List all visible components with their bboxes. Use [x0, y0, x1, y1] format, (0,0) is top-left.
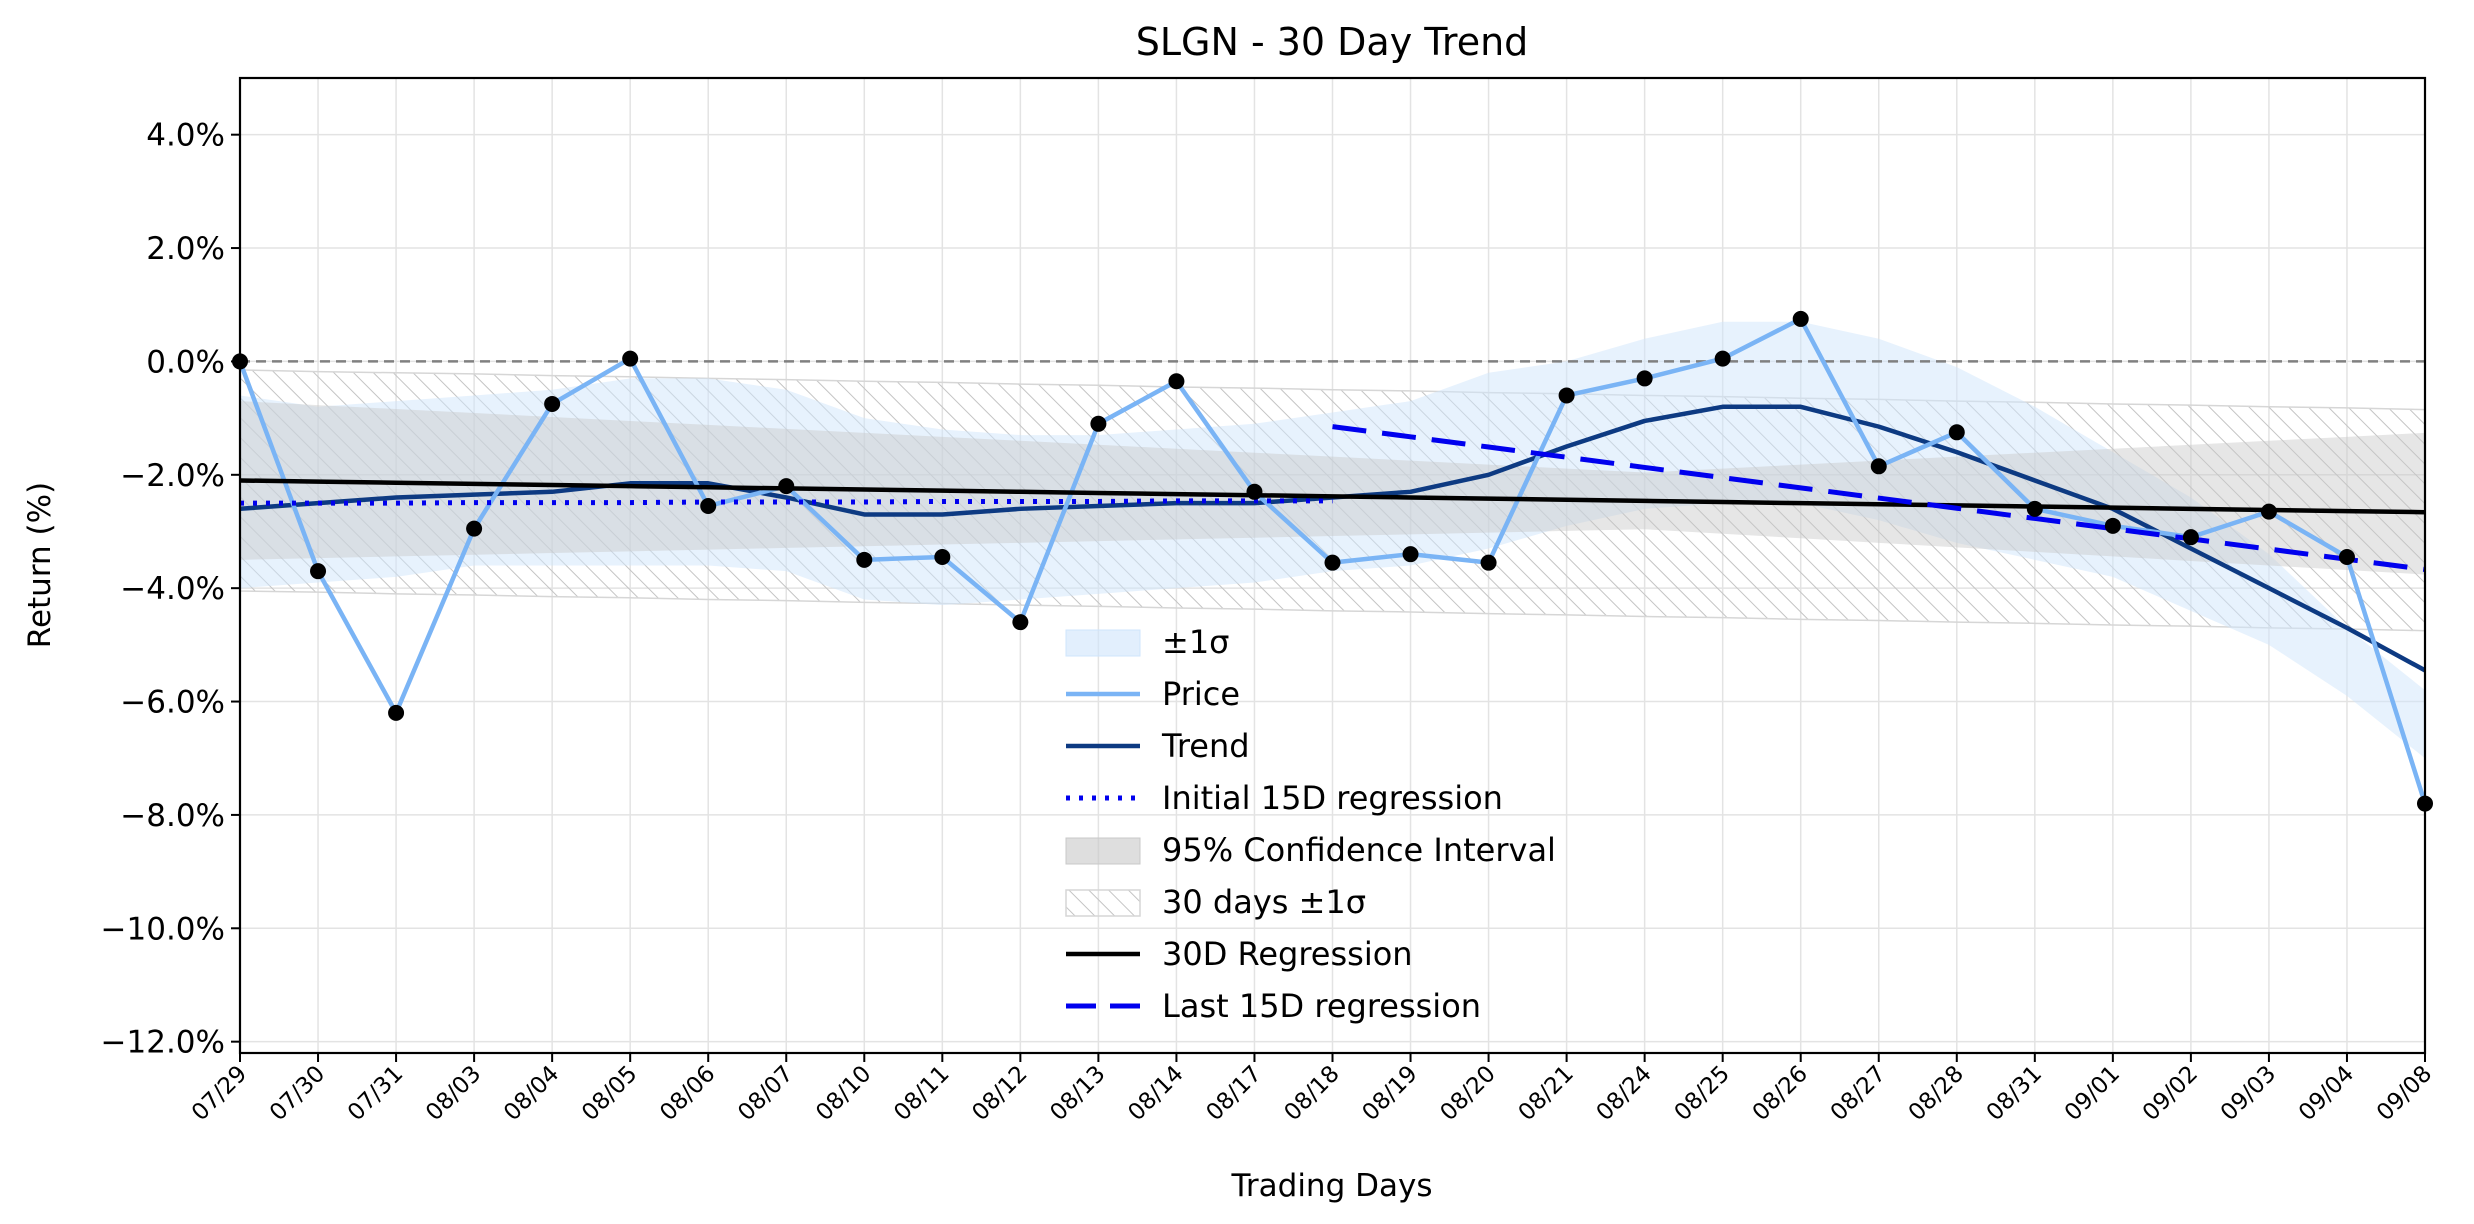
price-point-19	[1714, 350, 1731, 367]
price-point-2	[388, 704, 405, 721]
legend-label: 30D Regression	[1162, 935, 1413, 973]
x-tick-label-21: 08/27	[1826, 1061, 1891, 1126]
legend-label: Trend	[1161, 727, 1250, 765]
y-tick-label-5: −6.0%	[120, 685, 225, 721]
x-tick-label-18: 08/24	[1592, 1061, 1657, 1126]
x-tick-label-16: 08/20	[1436, 1061, 1501, 1126]
y-axis-label: Return (%)	[22, 482, 58, 648]
legend-item-5: 30 days ±1σ	[1065, 883, 1366, 921]
price-point-24	[2104, 517, 2121, 534]
price-point-26	[2260, 503, 2277, 520]
legend-label: 30 days ±1σ	[1162, 883, 1366, 921]
legend: ±1σ Price Trend Initial 15D regression 95% C…	[1065, 623, 1556, 1025]
price-point-12	[1168, 373, 1185, 390]
price-point-11	[1090, 415, 1107, 432]
price-point-21	[1870, 458, 1887, 475]
x-tick-label-24: 09/01	[2060, 1061, 2125, 1126]
price-point-13	[1246, 483, 1263, 500]
y-tick-label-4: −4.0%	[120, 571, 225, 607]
chart-title: SLGN - 30 Day Trend	[1136, 20, 1529, 64]
price-point-18	[1636, 370, 1653, 387]
legend-item-0: ±1σ	[1065, 623, 1229, 661]
price-point-27	[2338, 548, 2355, 565]
legend-label: Initial 15D regression	[1162, 779, 1503, 817]
y-axis-ticks: 4.0% 2.0% 0.0% −2.0% −4.0% −6.0% −8.0% −10.0% −1…	[101, 118, 240, 1061]
x-tick-label-20: 08/26	[1748, 1061, 1813, 1126]
y-tick-label-1: 2.0%	[146, 231, 225, 267]
x-tick-label-15: 08/19	[1358, 1061, 1423, 1126]
y-tick-label-2: 0.0%	[146, 344, 225, 380]
price-point-5	[622, 350, 639, 367]
x-tick-label-3: 08/03	[421, 1061, 486, 1126]
price-point-8	[856, 551, 873, 568]
x-tick-label-8: 08/10	[811, 1061, 876, 1126]
x-tick-label-25: 09/02	[2138, 1061, 2203, 1126]
price-point-20	[1792, 310, 1809, 327]
x-tick-label-17: 08/21	[1514, 1061, 1579, 1126]
price-point-25	[2182, 529, 2199, 546]
legend-item-2: Trend	[1066, 727, 1250, 765]
y-tick-label-8: −12.0%	[101, 1025, 225, 1061]
x-tick-label-14: 08/18	[1279, 1061, 1344, 1126]
x-tick-label-28: 09/08	[2372, 1061, 2437, 1126]
x-tick-label-19: 08/25	[1670, 1061, 1735, 1126]
legend-swatch	[1065, 837, 1141, 865]
x-tick-label-23: 08/31	[1982, 1061, 2047, 1126]
price-point-7	[778, 478, 795, 495]
price-point-17	[1558, 387, 1575, 404]
y-tick-label-0: 4.0%	[146, 118, 225, 154]
y-tick-label-3: −2.0%	[120, 458, 225, 494]
x-tick-label-5: 08/05	[577, 1061, 642, 1126]
x-tick-label-10: 08/12	[967, 1061, 1032, 1126]
price-point-6	[700, 497, 717, 514]
price-point-23	[2026, 500, 2043, 517]
legend-label: 95% Confidence Interval	[1162, 831, 1556, 869]
price-point-14	[1324, 554, 1341, 571]
series-initial-15d-regression	[240, 498, 1333, 506]
x-axis-ticks: 07/29 07/30 07/31 08/03 08/04 08/05 08/06 08/07…	[187, 1053, 2437, 1126]
series-30d-regression	[240, 478, 2425, 515]
x-tick-label-2: 07/31	[343, 1061, 408, 1126]
legend-label: Price	[1162, 675, 1240, 713]
price-point-10	[1012, 614, 1029, 631]
legend-swatch	[1065, 889, 1141, 917]
x-tick-label-7: 08/07	[733, 1061, 798, 1126]
price-point-3	[466, 520, 483, 537]
x-tick-label-4: 08/04	[499, 1061, 564, 1126]
price-point-22	[1948, 424, 1965, 441]
x-tick-label-9: 08/11	[889, 1061, 954, 1126]
price-point-1	[310, 563, 327, 580]
y-tick-label-7: −10.0%	[101, 911, 225, 947]
legend-label: ±1σ	[1162, 623, 1229, 661]
price-point-9	[934, 548, 951, 565]
x-tick-label-22: 08/28	[1904, 1061, 1969, 1126]
series-last-15d-regression	[1332, 424, 2425, 572]
legend-swatch	[1065, 629, 1141, 657]
legend-label: Last 15D regression	[1162, 987, 1481, 1025]
legend-item-7: Last 15D regression	[1066, 987, 1481, 1025]
x-tick-label-26: 09/03	[2216, 1061, 2281, 1126]
x-tick-label-27: 09/04	[2294, 1061, 2359, 1126]
legend-item-1: Price	[1066, 675, 1240, 713]
price-point-16	[1480, 554, 1497, 571]
x-tick-label-1: 07/30	[265, 1061, 330, 1126]
x-tick-label-13: 08/17	[1201, 1061, 1266, 1126]
price-point-4	[544, 395, 561, 412]
band-one-sigma	[240, 321, 2425, 759]
legend-item-6: 30D Regression	[1066, 935, 1413, 973]
band-confidence-interval	[240, 401, 2425, 575]
x-tick-label-0: 07/29	[187, 1061, 252, 1126]
x-tick-label-6: 08/06	[655, 1061, 720, 1126]
legend-item-4: 95% Confidence Interval	[1065, 831, 1556, 869]
y-tick-label-6: −8.0%	[120, 798, 225, 834]
x-axis-label: Trading Days	[1231, 1168, 1433, 1204]
legend-item-3: Initial 15D regression	[1066, 779, 1503, 817]
x-tick-label-12: 08/14	[1123, 1061, 1188, 1126]
price-point-15	[1402, 546, 1419, 563]
x-tick-label-11: 08/13	[1045, 1061, 1110, 1126]
